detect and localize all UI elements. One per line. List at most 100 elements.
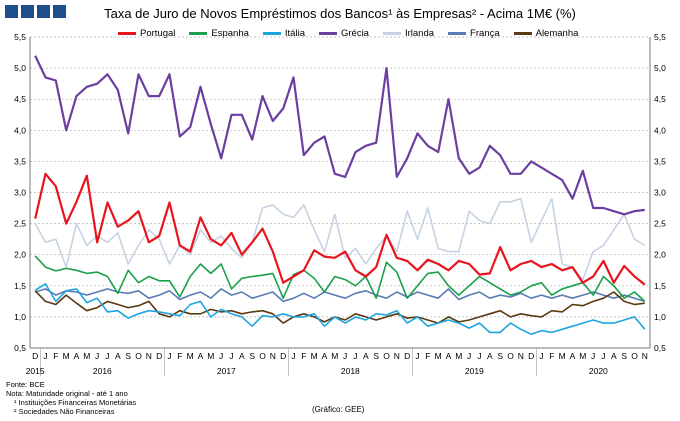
legend-swatch [262,32,281,35]
footnote-2: ² Sociedades Não Financeiras [14,407,115,416]
legend-swatch [189,32,208,35]
x-tick-label: M [331,351,338,361]
x-tick-label: J [43,351,47,361]
x-tick-label: N [518,351,524,361]
legend-label: Espanha [211,28,249,39]
legend-swatch [448,32,467,35]
series-line-irlanda [34,197,646,281]
legend-item: Itália [262,28,305,39]
x-tick-label: A [198,351,204,361]
x-tick-label: O [135,351,142,361]
y-tick-label-left: 1,5 [14,281,26,291]
legend-item: Grécia [318,28,369,39]
y-tick-label-left: 4,0 [14,125,26,135]
x-tick-label: J [467,351,471,361]
legend-label: França [470,28,500,39]
y-tick-label-right: 1,5 [654,281,666,291]
y-tick-label-right: 4,5 [654,94,666,104]
legend-item: Espanha [189,28,249,39]
x-tick-label: M [207,351,214,361]
legend-item: Irlanda [382,28,435,39]
x-tick-label: F [177,351,182,361]
x-tick-label: F [549,351,554,361]
legend-swatch [318,32,337,35]
year-label: 2018 [341,366,360,376]
x-tick-label: D [280,351,286,361]
x-tick-label: A [446,351,452,361]
series-line-portugal [34,172,646,286]
x-tick-label: M [435,351,442,361]
x-tick-label: N [394,351,400,361]
x-tick-label: A [322,351,328,361]
x-tick-label: S [373,351,379,361]
x-tick-label: J [415,351,419,361]
x-tick-label: J [601,351,605,361]
x-tick-label: D [528,351,534,361]
x-tick-label: M [187,351,194,361]
y-tick-label-right: 5,5 [654,32,666,42]
x-tick-label: M [559,351,566,361]
x-tick-label: J [477,351,481,361]
x-tick-label: J [167,351,171,361]
legend-label: Portugal [140,28,176,39]
x-tick-label: M [579,351,586,361]
y-tick-label-right: 1,0 [654,312,666,322]
year-label: 2019 [465,366,484,376]
legend-label: Alemanha [535,28,579,39]
x-tick-label: A [115,351,121,361]
x-tick-label: A [239,351,245,361]
y-tick-label-right: 5,0 [654,63,666,73]
y-tick-label-left: 4,5 [14,94,26,104]
legend-label: Itália [284,28,305,39]
series-line-grécia [34,55,645,216]
x-tick-label: J [353,351,357,361]
logo [5,5,66,18]
x-tick-label: A [487,351,493,361]
chart-title: Taxa de Juro de Novos Empréstimos dos Ba… [104,6,576,21]
x-tick-label: F [301,351,306,361]
y-tick-label-left: 5,0 [14,63,26,73]
x-tick-label: O [259,351,266,361]
series-line-frança [34,288,646,303]
legend-swatch [382,32,401,35]
x-tick-label: J [343,351,347,361]
y-tick-label-left: 3,0 [14,188,26,198]
series-line-espanha [34,255,646,302]
x-tick-label: N [642,351,648,361]
x-tick-label: D [404,351,410,361]
x-tick-label: J [219,351,223,361]
x-tick-label: S [249,351,255,361]
y-tick-label-left: 5,5 [14,32,26,42]
x-tick-label: O [383,351,390,361]
x-tick-label: M [83,351,90,361]
x-tick-label: N [146,351,152,361]
x-tick-label: J [291,351,295,361]
x-tick-label: S [125,351,131,361]
legend-item: França [448,28,500,39]
x-tick-label: F [425,351,430,361]
x-tick-label: M [311,351,318,361]
x-tick-label: O [507,351,514,361]
y-tick-label-right: 3,0 [654,188,666,198]
y-tick-label-right: 2,5 [654,219,666,229]
x-tick-label: J [591,351,595,361]
x-tick-label: D [156,351,162,361]
x-tick-label: A [74,351,80,361]
x-tick-label: J [539,351,543,361]
year-label: 2016 [93,366,112,376]
y-tick-label-left: 3,5 [14,156,26,166]
x-tick-label: S [621,351,627,361]
y-tick-label-right: 4,0 [654,125,666,135]
x-tick-label: M [455,351,462,361]
y-tick-label-left: 1,0 [14,312,26,322]
source-note: Fonte: BCE [6,380,45,389]
y-tick-label-left: 2,0 [14,250,26,260]
x-tick-label: F [53,351,58,361]
x-tick-label: S [497,351,503,361]
chart-credit: (Gráfico: GEE) [312,405,365,414]
legend-label: Irlanda [404,28,435,39]
x-tick-label: A [363,351,369,361]
x-tick-label: N [270,351,276,361]
series-line-alemanha [34,290,645,324]
